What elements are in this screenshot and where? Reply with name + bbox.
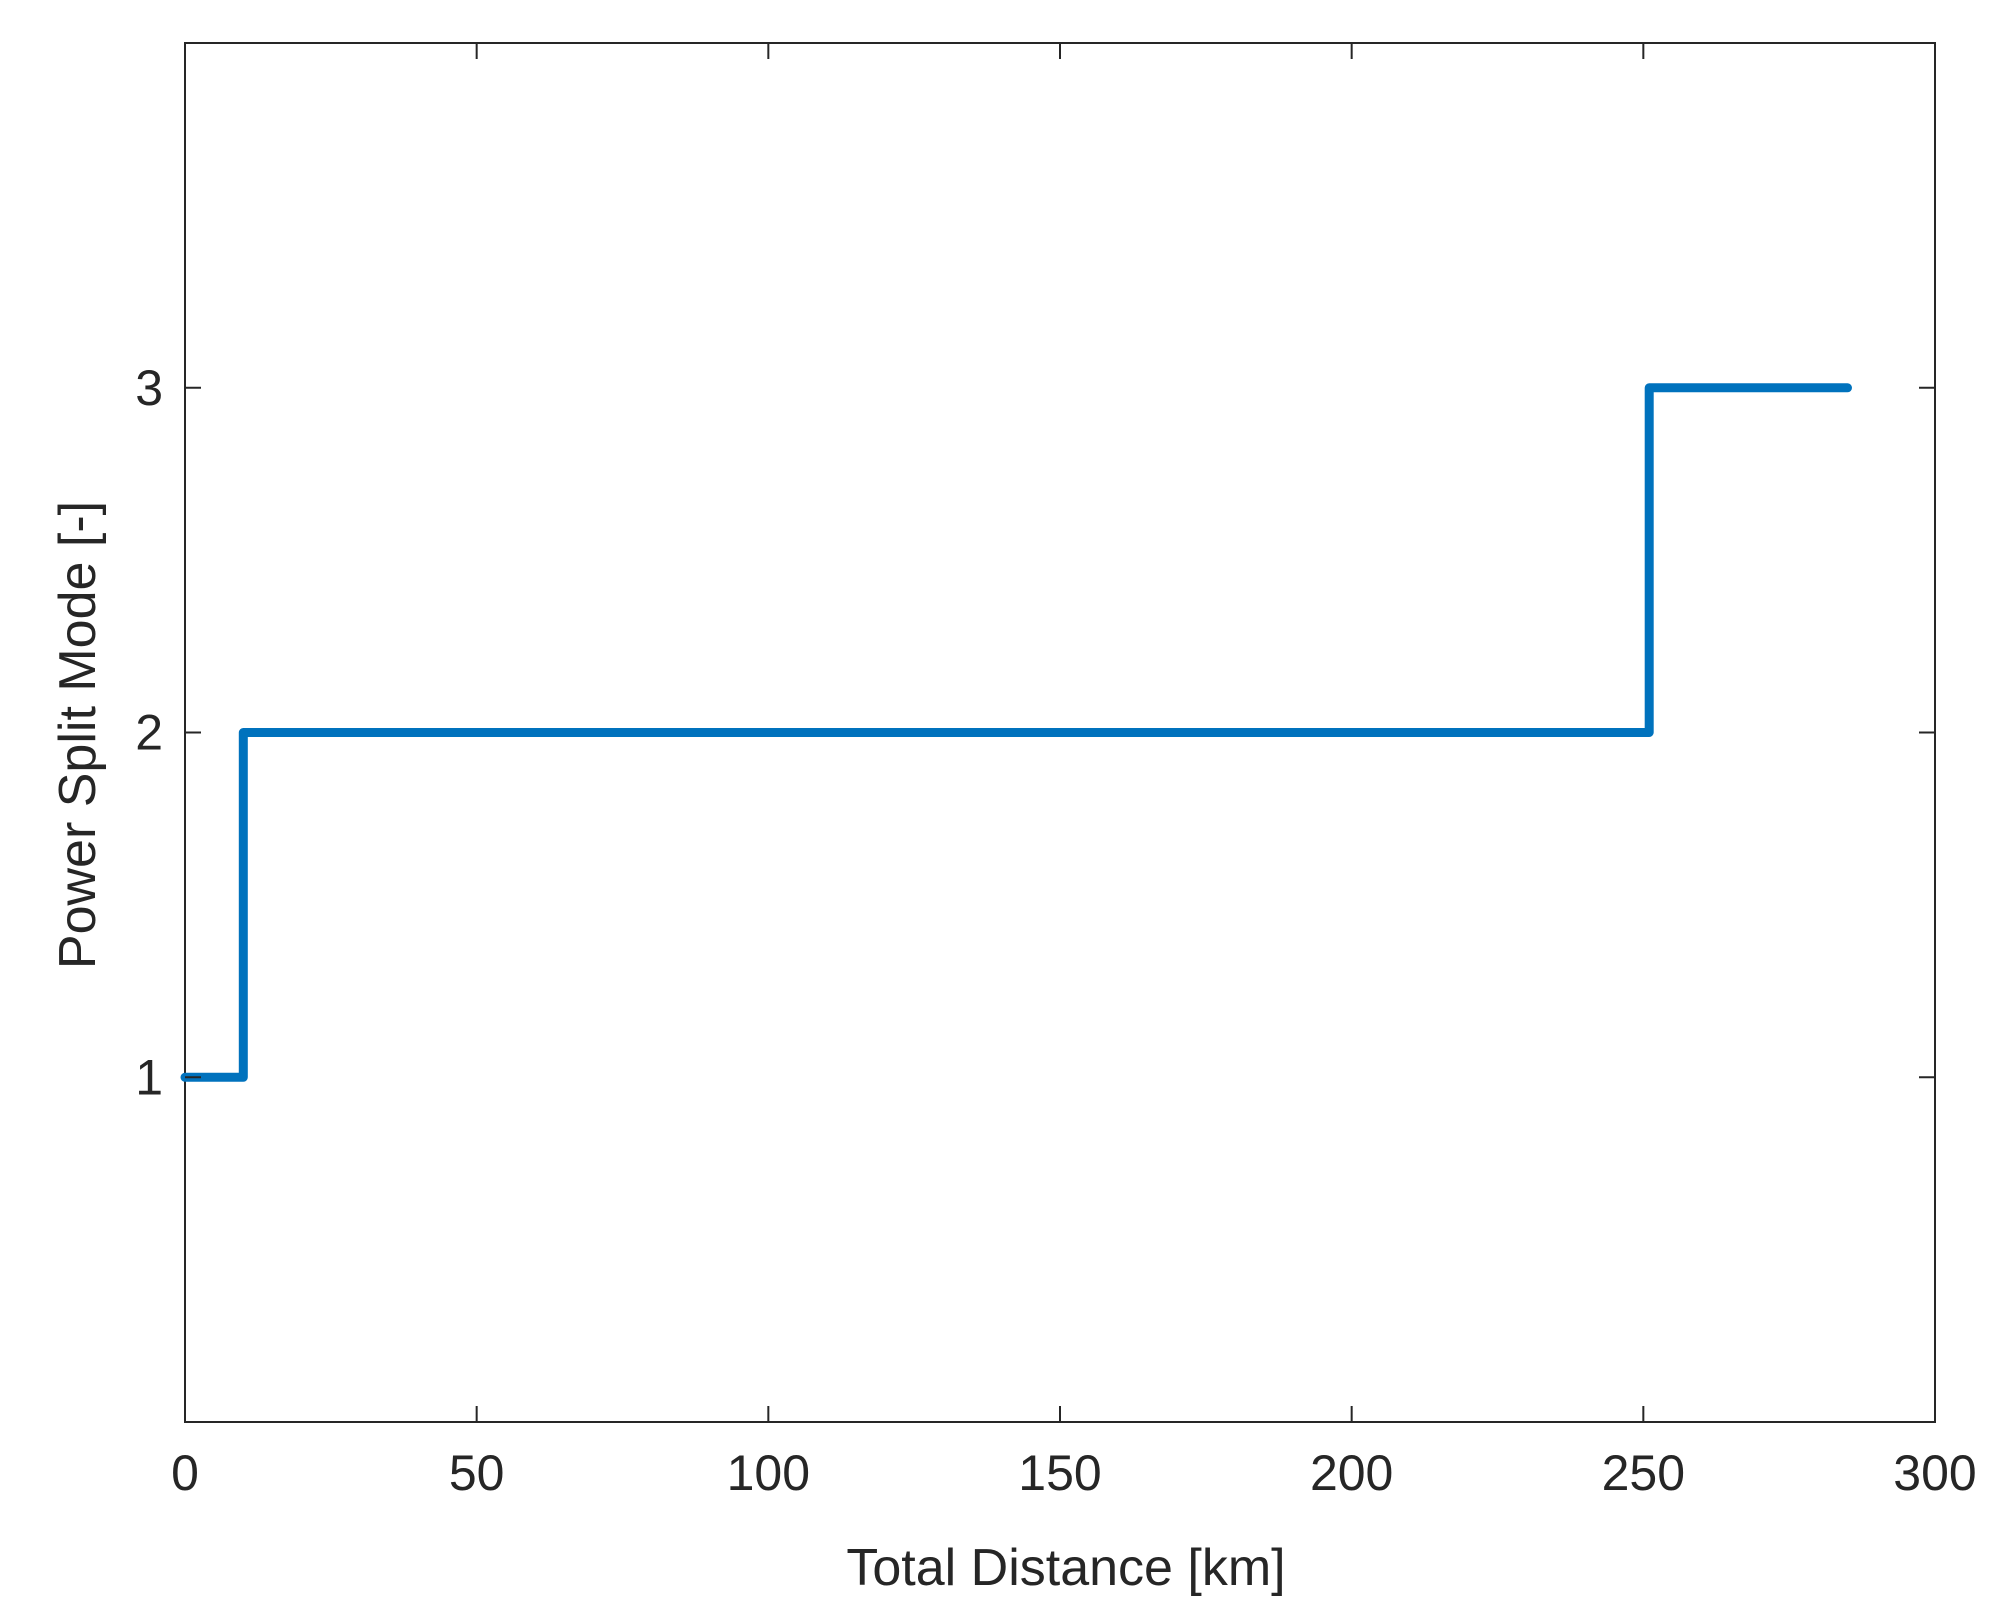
x-tick-label: 200 [1310, 1445, 1393, 1501]
x-tick-label: 300 [1893, 1445, 1976, 1501]
plot-area [180, 42, 1936, 1423]
x-axis-label: Total Distance [km] [846, 1539, 1285, 1597]
y-tick-label: 2 [135, 705, 163, 761]
x-axis-ticks: 0 50 100 150 200 250 300 [171, 43, 1977, 1501]
series-line [180, 383, 1852, 1082]
y-axis-ticks: 1 2 3 [135, 360, 1935, 1105]
x-tick-label: 100 [727, 1445, 810, 1501]
x-tick-label: 0 [171, 1445, 199, 1501]
x-tick-label: 250 [1602, 1445, 1685, 1501]
x-tick-label: 150 [1018, 1445, 1101, 1501]
y-axis-label: Power Split Mode [-] [49, 501, 107, 969]
x-tick-label: 50 [449, 1445, 505, 1501]
y-tick-label: 1 [135, 1049, 163, 1105]
y-tick-label: 3 [135, 360, 163, 416]
